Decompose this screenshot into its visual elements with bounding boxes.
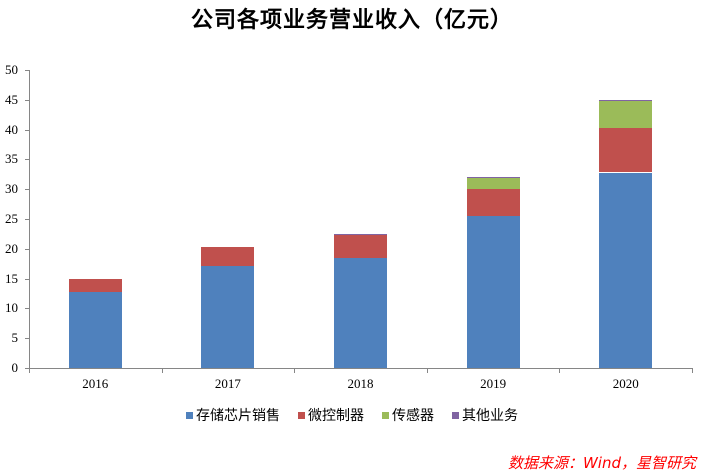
y-tick-label: 50 (5, 62, 18, 77)
x-tick (559, 368, 560, 373)
bar-segment (201, 247, 255, 267)
bar-segment (68, 279, 122, 292)
y-tick-label: 20 (5, 240, 18, 256)
x-tick-label: 2020 (612, 376, 639, 391)
y-tick (25, 70, 29, 71)
bar-segment (68, 291, 122, 368)
y-tick (25, 189, 29, 190)
bar-segment (334, 258, 387, 368)
y-tick-label: 45 (5, 91, 18, 107)
y-tick-label: 10 (5, 300, 18, 316)
y-tick-label: 5 (11, 330, 19, 346)
bar-segment (599, 100, 653, 128)
y-tick (25, 159, 29, 160)
x-axis (29, 368, 692, 369)
y-tick (25, 279, 29, 280)
x-tick-label: 2019 (480, 376, 507, 391)
legend-item: 存储芯片销售 (186, 405, 280, 425)
bar-segment (466, 216, 520, 368)
y-tick (25, 130, 29, 131)
bar-segment (599, 127, 653, 173)
y-tick (25, 100, 29, 101)
y-tick (25, 338, 29, 339)
bar-segment (466, 176, 520, 178)
x-tick-label: 2016 (82, 376, 109, 391)
chart-title: 公司各项业务营业收入（亿元） (190, 8, 513, 33)
legend-item: 传感器 (382, 405, 434, 425)
legend-swatch-icon (452, 411, 459, 419)
bar-segment (466, 177, 520, 190)
y-tick-label: 25 (5, 211, 18, 226)
legend-label: 其他业务 (462, 408, 518, 424)
legend-swatch-icon (186, 411, 193, 419)
bar-segment (599, 172, 653, 368)
bar-segment (466, 189, 520, 216)
legend-item: 其他业务 (452, 405, 518, 425)
y-tick-label: 35 (5, 151, 18, 167)
x-tick (162, 368, 163, 373)
bar-segment (201, 266, 255, 368)
x-tick-label: 2018 (347, 376, 374, 391)
legend-swatch-icon (298, 411, 305, 419)
x-tick (692, 368, 693, 373)
legend: 存储芯片销售 微控制器 传感器 其他业务 (0, 405, 704, 425)
x-tick (29, 368, 30, 373)
y-tick-label: 40 (5, 121, 18, 137)
legend-label: 存储芯片销售 (196, 408, 280, 424)
y-axis (29, 70, 30, 368)
source-note: 数据来源：Wind，星智研究 (507, 454, 696, 472)
y-tick (25, 308, 29, 309)
legend-label: 传感器 (392, 408, 434, 424)
x-tick-label: 2017 (214, 376, 241, 391)
y-tick (25, 219, 29, 220)
legend-label: 微控制器 (308, 408, 364, 424)
bar-segment (334, 233, 387, 235)
x-tick (294, 368, 295, 373)
y-tick-label: 30 (5, 181, 18, 197)
legend-swatch-icon (382, 411, 389, 419)
bar-segment (599, 99, 653, 101)
y-tick (25, 368, 29, 369)
y-tick (25, 249, 29, 250)
legend-item: 微控制器 (298, 405, 364, 425)
y-tick-label: 15 (5, 270, 18, 286)
y-tick-label: 0 (11, 360, 19, 375)
x-tick (427, 368, 428, 373)
bar-segment (334, 233, 387, 259)
